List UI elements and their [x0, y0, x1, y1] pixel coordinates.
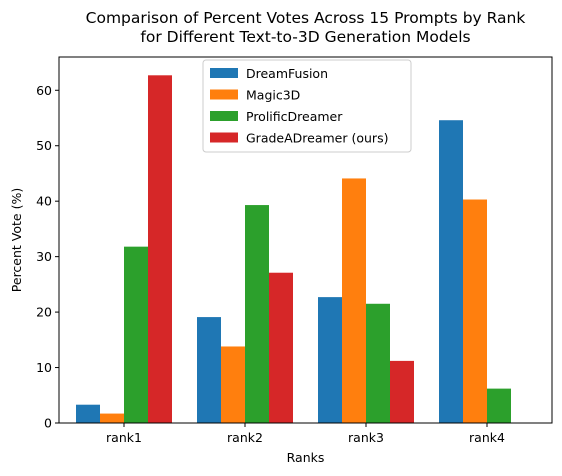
bar [390, 360, 414, 423]
bar [366, 303, 390, 423]
bar [148, 75, 172, 424]
bar [245, 205, 269, 423]
bar [100, 413, 124, 423]
chart-title-line: Comparison of Percent Votes Across 15 Pr… [86, 9, 526, 27]
bar [76, 404, 100, 423]
legend-swatch [210, 111, 238, 121]
bar [318, 297, 342, 423]
legend-entry-label: Magic3D [246, 88, 300, 103]
x-axis: rank1 rank2 rank3 rank4 [106, 423, 505, 445]
y-tick-label: 40 [36, 194, 52, 209]
legend-swatch [210, 132, 238, 143]
bar [342, 178, 366, 423]
y-tick-label: 30 [36, 249, 52, 264]
y-tick-label: 0 [44, 416, 52, 431]
x-tick-label: rank2 [227, 430, 263, 445]
bar [487, 388, 511, 423]
y-tick-label: 60 [36, 83, 52, 98]
legend-entry-label: GradeADreamer (ours) [246, 131, 388, 146]
y-tick-label: 10 [36, 360, 52, 375]
bar [197, 317, 221, 423]
x-tick-label: rank1 [106, 430, 142, 445]
legend-swatch [210, 68, 238, 78]
bar [221, 346, 245, 423]
x-tick-label: rank3 [348, 430, 384, 445]
chart-title-line: for Different Text-to-3D Generation Mode… [140, 28, 470, 46]
legend-entry-label: DreamFusion [246, 66, 328, 81]
legend: DreamFusion Magic3D ProlificDreamer GradeAD… [202, 59, 412, 153]
legend-box [202, 59, 412, 153]
y-axis-label: Percent Vote (%) [9, 188, 24, 292]
bar [439, 120, 463, 423]
bar [269, 272, 293, 423]
bars-group [76, 75, 511, 424]
y-tick-label: 50 [36, 138, 52, 153]
y-axis: 0 10 20 30 40 50 60 [36, 83, 59, 431]
x-tick-label: rank4 [469, 430, 505, 445]
bar [463, 199, 487, 423]
plot-area-frame [58, 56, 553, 424]
legend-swatch [210, 89, 238, 100]
legend-entry-label: ProlificDreamer [246, 109, 343, 124]
x-axis-label: Ranks [287, 450, 325, 465]
bar [124, 246, 148, 423]
chart-title: Comparison of Percent Votes Across 15 Pr… [86, 9, 526, 46]
y-tick-label: 20 [36, 305, 52, 320]
